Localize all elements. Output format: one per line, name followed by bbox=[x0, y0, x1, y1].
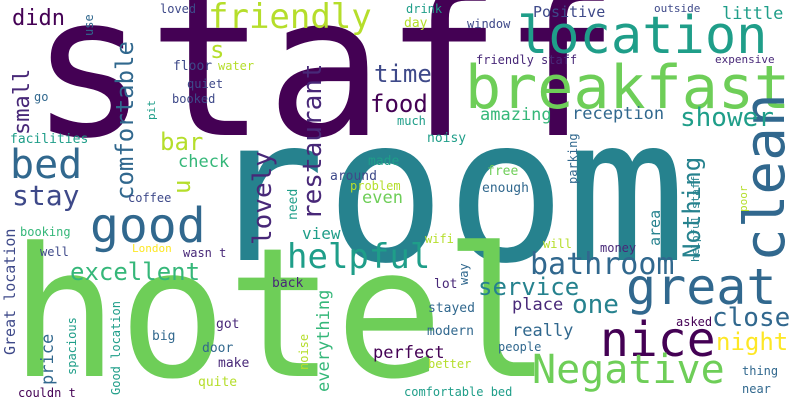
word-asked: asked bbox=[676, 315, 713, 329]
word-need: need bbox=[286, 188, 301, 220]
word-outside: outside bbox=[654, 2, 701, 15]
word-will: will bbox=[543, 237, 572, 251]
word-quite: quite bbox=[198, 375, 238, 390]
word-price: price bbox=[38, 333, 58, 385]
word-bed: bed bbox=[10, 142, 83, 188]
word-room: room bbox=[205, 75, 687, 308]
word-pit: pit bbox=[145, 100, 158, 120]
word-couldnt: couldn t bbox=[18, 386, 76, 400]
word-much: much bbox=[397, 114, 426, 128]
word-close: close bbox=[712, 303, 791, 333]
word-reception: reception bbox=[572, 104, 665, 124]
word-people: people bbox=[498, 340, 542, 354]
word-excellent: excellent bbox=[70, 258, 201, 286]
word-wifi: wifi bbox=[425, 232, 454, 246]
word-little: little bbox=[722, 4, 784, 24]
word-got: got bbox=[216, 317, 240, 332]
word-lovely: lovely bbox=[248, 151, 278, 245]
word-facilities: facilities bbox=[10, 132, 89, 147]
word-coffee: coffee bbox=[128, 191, 172, 205]
word-floor: floor bbox=[173, 59, 213, 74]
word-spacious: spacious bbox=[65, 317, 79, 375]
word-made: made bbox=[368, 154, 400, 169]
word-problem: problem bbox=[350, 179, 401, 193]
word-check: check bbox=[178, 152, 230, 172]
word-noisy: noisy bbox=[427, 131, 467, 146]
word-u: u bbox=[168, 179, 196, 194]
word-food: food bbox=[370, 90, 428, 118]
word-parking: parking bbox=[566, 133, 580, 184]
word-wasnt: wasn t bbox=[183, 246, 227, 260]
word-booking: booking bbox=[20, 225, 71, 239]
word-staff: staff bbox=[30, 0, 621, 182]
word-stay: stay bbox=[12, 179, 80, 212]
word-s: s bbox=[210, 36, 225, 64]
word-enough: enough bbox=[482, 181, 529, 196]
word-comfortable-bed: comfortable bed bbox=[404, 385, 513, 399]
word-helpful: helpful bbox=[287, 237, 431, 277]
word-day: day bbox=[404, 16, 428, 31]
word-noise: noise bbox=[297, 333, 311, 370]
word-london: London bbox=[132, 242, 172, 255]
word-even: even bbox=[362, 188, 403, 208]
word-water: water bbox=[218, 59, 255, 73]
word-friendly-staff: friendly staff bbox=[476, 53, 578, 67]
word-thing: thing bbox=[742, 364, 779, 378]
word-friendly: friendly bbox=[208, 0, 372, 37]
word-quiet: quiet bbox=[187, 77, 224, 91]
word-positive: Positive bbox=[533, 3, 606, 21]
word-drink: drink bbox=[406, 2, 443, 16]
word-big: big bbox=[152, 329, 176, 344]
word-money: money bbox=[600, 241, 637, 255]
word-good: good bbox=[90, 198, 206, 254]
word-modern: modern bbox=[427, 324, 474, 339]
word-expensive: expensive bbox=[715, 53, 775, 66]
word-perfect: perfect bbox=[373, 343, 445, 363]
word-service: service bbox=[478, 273, 580, 301]
word-door: door bbox=[202, 341, 234, 356]
word-lot: lot bbox=[434, 277, 458, 292]
word-amazing: amazing bbox=[480, 105, 552, 125]
word-didn: didn bbox=[12, 6, 65, 31]
word-small: small bbox=[10, 68, 35, 135]
word-breakfast: breakfast bbox=[465, 53, 791, 123]
word-area: area bbox=[646, 209, 664, 246]
word-really: really bbox=[512, 321, 574, 341]
word-hotel: hotel bbox=[10, 210, 552, 400]
word-good-location: Good location bbox=[109, 301, 123, 395]
word-bar: bar bbox=[160, 128, 204, 156]
word-place: place bbox=[512, 295, 564, 315]
word-free: free bbox=[487, 164, 519, 179]
word-near: near bbox=[742, 382, 771, 396]
word-shower: shower bbox=[680, 103, 774, 133]
word-one: one bbox=[572, 290, 619, 320]
word-location: location bbox=[517, 6, 768, 66]
word-way: way bbox=[457, 263, 471, 285]
word-bathroom: bathroom bbox=[530, 247, 675, 282]
word-window: window bbox=[467, 17, 511, 31]
word-restaurant: restaurant bbox=[298, 63, 328, 220]
word-stayed: stayed bbox=[428, 301, 475, 316]
word-great: great bbox=[626, 258, 777, 316]
word-nice: nice bbox=[600, 312, 716, 368]
word-negative: Negative bbox=[532, 347, 725, 393]
word-helpful-staff: helpful staff bbox=[689, 175, 702, 262]
word-time: time bbox=[374, 60, 432, 88]
word-go: go bbox=[34, 90, 49, 104]
word-around: around bbox=[330, 169, 377, 184]
word-poor: poor bbox=[737, 185, 750, 213]
word-loved: loved bbox=[160, 2, 197, 16]
word-great-location: Great location bbox=[1, 228, 19, 355]
word-booked: booked bbox=[172, 92, 216, 106]
word-night: night bbox=[716, 328, 789, 356]
word-comfortable: comfortable bbox=[111, 41, 139, 200]
word-back: back bbox=[272, 276, 304, 291]
word-make: make bbox=[218, 356, 250, 371]
word-well: well bbox=[40, 245, 69, 259]
word-better: better bbox=[428, 357, 472, 371]
word-view: view bbox=[302, 224, 341, 243]
word-everything: everything bbox=[314, 289, 334, 392]
word-use: use bbox=[82, 14, 96, 36]
